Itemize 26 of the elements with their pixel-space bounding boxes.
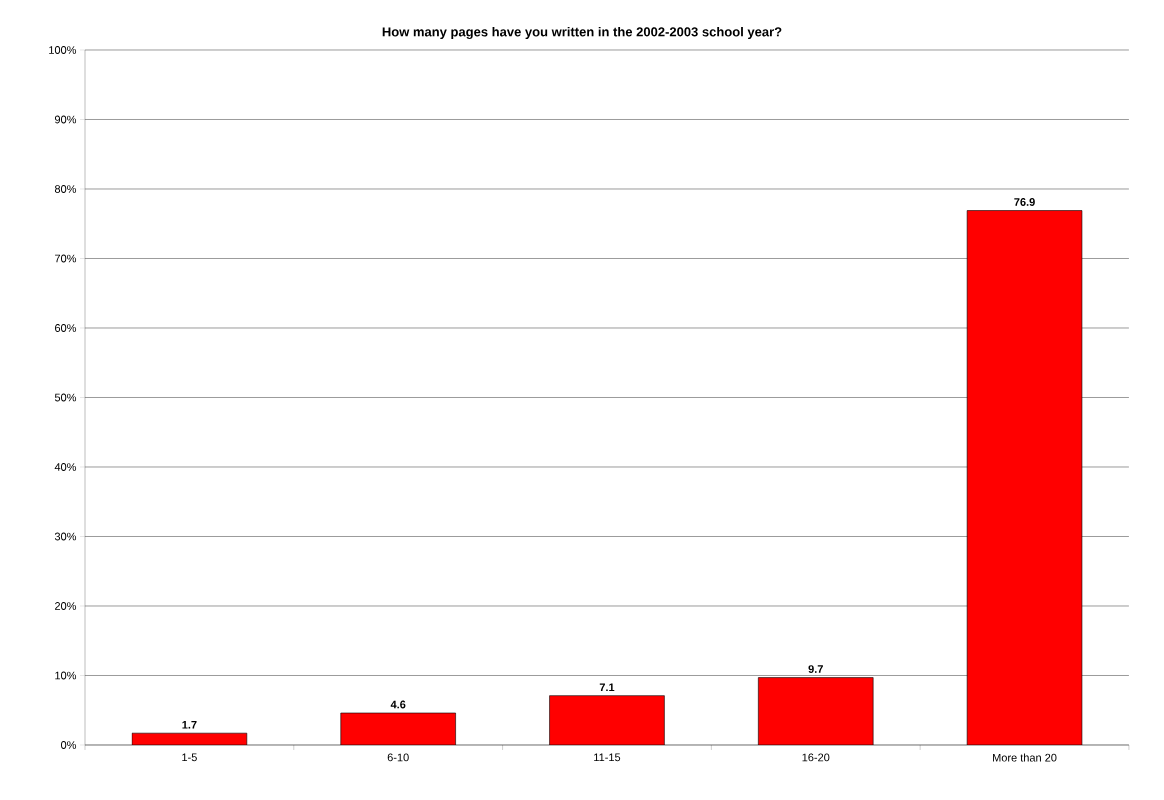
x-tick-label: 11-15 (594, 753, 621, 762)
y-tick-label: 60% (55, 324, 77, 332)
x-tick-label: More than 20 (993, 753, 1057, 762)
y-tick-label: 50% (54, 393, 77, 402)
data-label: 76.9 (1014, 198, 1035, 206)
bar (966, 210, 1083, 745)
y-tick-label: 100% (49, 46, 77, 54)
data-label: 4.6 (390, 700, 406, 709)
y-tick-label: 10% (55, 671, 77, 680)
y-tick-label: 40% (54, 463, 77, 471)
y-tick-label: 70% (55, 254, 77, 263)
data-label: 7.1 (599, 683, 615, 692)
data-label: 1.7 (182, 720, 197, 729)
x-tick-label: 6-10 (387, 753, 409, 762)
y-tick-label: 80% (54, 185, 77, 193)
y-tick-label: 20% (55, 602, 77, 610)
y-tick-label: 30% (54, 532, 77, 541)
x-tick-label: 1-5 (182, 753, 197, 762)
x-tick-label: 16-20 (802, 753, 830, 762)
bar (340, 712, 456, 745)
chart-title: How many pages have you written in the 2002-2003 school year? (382, 26, 782, 40)
bar (549, 695, 665, 745)
bar (758, 677, 874, 745)
y-tick-label: 0% (61, 741, 77, 749)
data-label: 9.7 (808, 665, 823, 673)
y-tick-label: 90% (54, 115, 77, 124)
